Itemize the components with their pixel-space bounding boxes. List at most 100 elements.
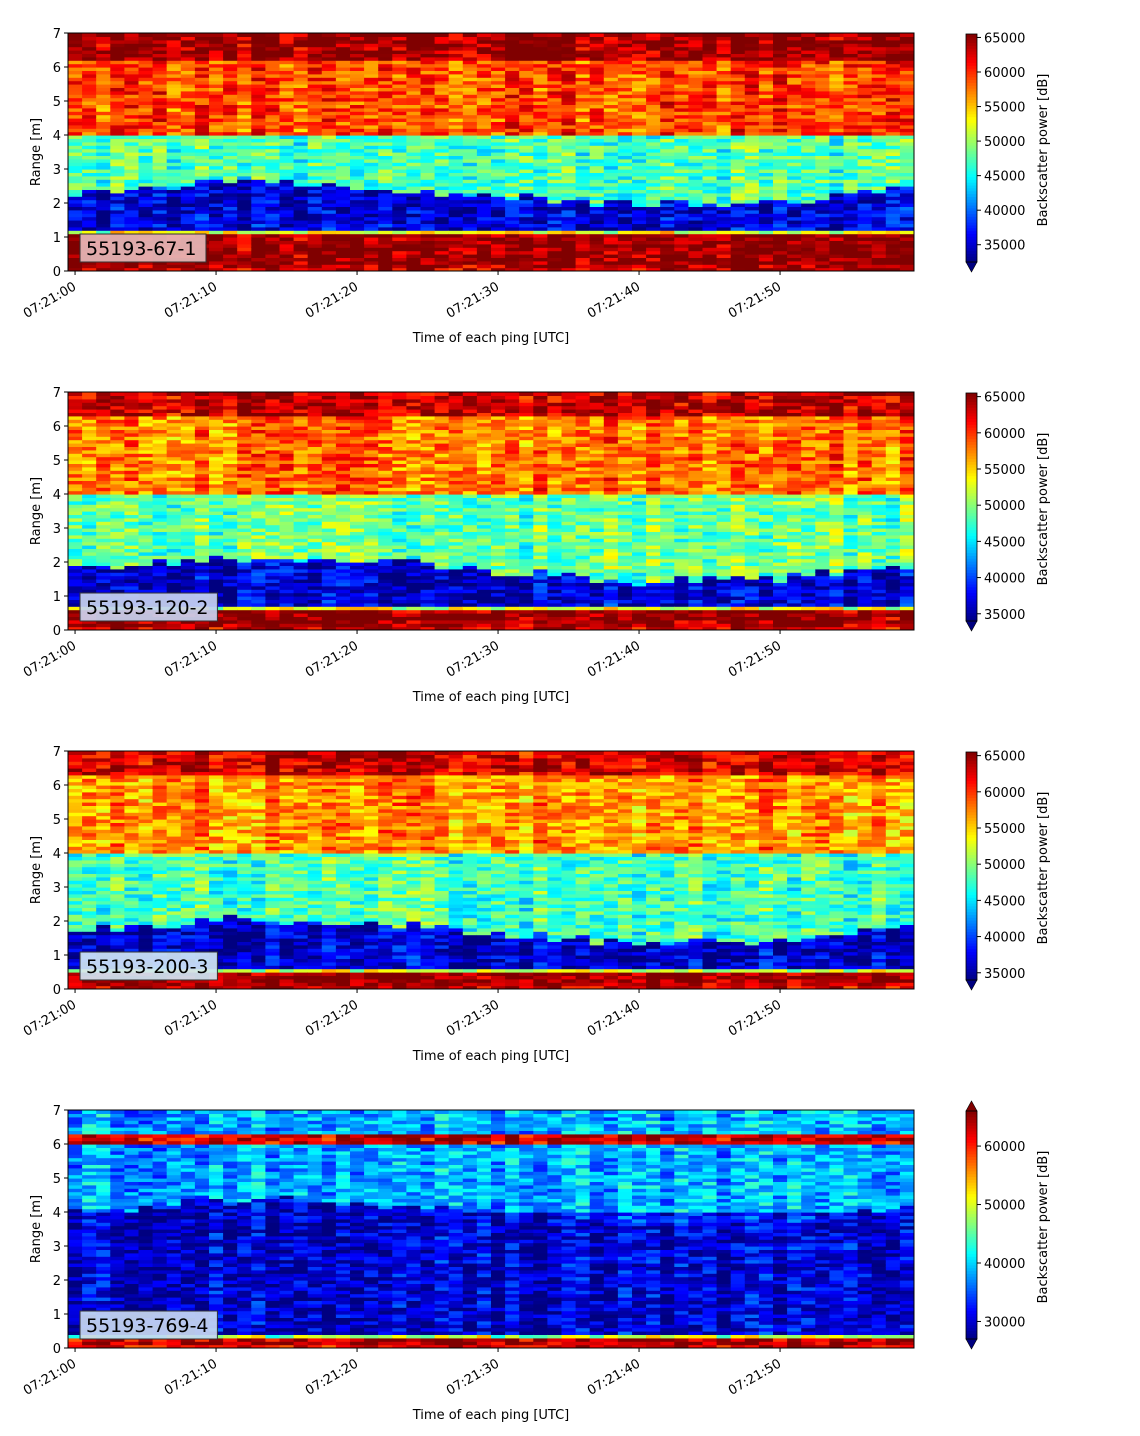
heatmap-cell (335, 39, 351, 44)
heatmap-cell (871, 223, 887, 228)
heatmap-cell (871, 94, 887, 99)
heatmap-cell (68, 426, 83, 430)
heatmap-cell (519, 203, 534, 207)
heatmap-cell (279, 199, 295, 204)
heatmap-cell (505, 84, 520, 88)
heatmap-cell (223, 199, 238, 204)
heatmap-cell (533, 165, 548, 170)
heatmap-cell (815, 240, 830, 245)
heatmap-cell (744, 155, 760, 160)
heatmap-cell (96, 138, 111, 143)
heatmap-cell (237, 182, 252, 187)
heatmap-cell (209, 216, 224, 221)
heatmap-cell (392, 70, 407, 75)
heatmap-cell (660, 87, 675, 92)
heatmap-cell (589, 203, 605, 207)
heatmap-cell (307, 220, 323, 224)
heatmap-cell (589, 237, 605, 241)
heatmap-cell (885, 264, 901, 269)
heatmap-cell (321, 169, 337, 173)
heatmap-cell (758, 206, 774, 211)
heatmap-cell (237, 97, 252, 102)
heatmap-cell (406, 121, 422, 126)
heatmap-cell (350, 264, 365, 269)
heatmap-cell (617, 114, 633, 119)
heatmap-cell (68, 439, 83, 444)
heatmap-cell (505, 97, 520, 102)
heatmap-cell (434, 254, 450, 258)
heatmap-cell (674, 243, 689, 248)
heatmap-cell (138, 589, 154, 594)
heatmap-cell (124, 145, 140, 150)
heatmap-cell (434, 267, 450, 271)
heatmap-cell (547, 233, 563, 238)
heatmap-cell (406, 101, 422, 105)
heatmap-cell (561, 250, 577, 255)
heatmap-cell (899, 257, 914, 262)
heatmap-cell (716, 101, 732, 105)
heatmap-cell (899, 243, 914, 248)
heatmap-cell (603, 46, 619, 51)
heatmap-cell (885, 77, 901, 82)
heatmap-cell (561, 73, 577, 78)
heatmap-cell (335, 135, 351, 139)
heatmap-cell (251, 267, 266, 271)
heatmap-cell (378, 155, 393, 160)
heatmap-cell (68, 206, 83, 211)
heatmap-cell (646, 192, 661, 197)
heatmap-cell (166, 470, 182, 475)
heatmap-cell (519, 243, 534, 248)
heatmap-cell (307, 43, 323, 48)
heatmap-cell (885, 43, 901, 48)
heatmap-cell (857, 53, 873, 58)
heatmap-cell (68, 230, 83, 235)
heatmap-cell (462, 145, 478, 150)
heatmap-cell (617, 250, 633, 255)
heatmap-cell (392, 121, 407, 126)
heatmap-cell (575, 70, 591, 75)
heatmap-cell (744, 267, 760, 271)
heatmap-cell (561, 145, 577, 150)
heatmap-cell (420, 203, 436, 207)
heatmap-cell (589, 114, 605, 119)
heatmap-cell (632, 128, 647, 133)
heatmap-cell (603, 199, 619, 204)
heatmap-cell (166, 453, 182, 458)
heatmap-cell (702, 186, 718, 190)
heatmap-cell (660, 247, 675, 252)
heatmap-cell (815, 203, 830, 207)
heatmap-cell (138, 500, 154, 505)
heatmap-cell (434, 39, 450, 44)
heatmap-cell (96, 209, 111, 214)
colorbar-extend-min (965, 261, 978, 273)
heatmap-cell (335, 128, 351, 133)
heatmap-cell (603, 162, 619, 167)
heatmap-cell (505, 90, 520, 95)
heatmap-cell (519, 264, 534, 269)
heatmap-cell (829, 128, 845, 133)
heatmap-cell (857, 56, 873, 61)
heatmap-cell (82, 216, 97, 221)
heatmap-cell (646, 63, 661, 68)
heatmap-cell (730, 97, 746, 102)
heatmap-cell (82, 446, 97, 451)
heatmap-cell (603, 158, 619, 163)
heatmap-cell (448, 172, 464, 177)
heatmap-cell (420, 148, 436, 153)
heatmap-cell (406, 138, 422, 143)
heatmap-cell (124, 409, 140, 413)
heatmap-cell (110, 118, 125, 122)
heatmap-cell (110, 473, 125, 478)
heatmap-cell (871, 230, 887, 235)
heatmap-cell (646, 169, 661, 173)
colorbar-segment (966, 122, 977, 126)
heatmap-cell (378, 135, 393, 139)
heatmap-cell (96, 46, 111, 51)
colorbar-segment (966, 62, 977, 66)
heatmap-cell (632, 220, 647, 224)
heatmap-cell (96, 169, 111, 173)
heatmap-cell (787, 36, 802, 41)
heatmap-cell (237, 70, 252, 75)
heatmap-cell (547, 124, 563, 129)
